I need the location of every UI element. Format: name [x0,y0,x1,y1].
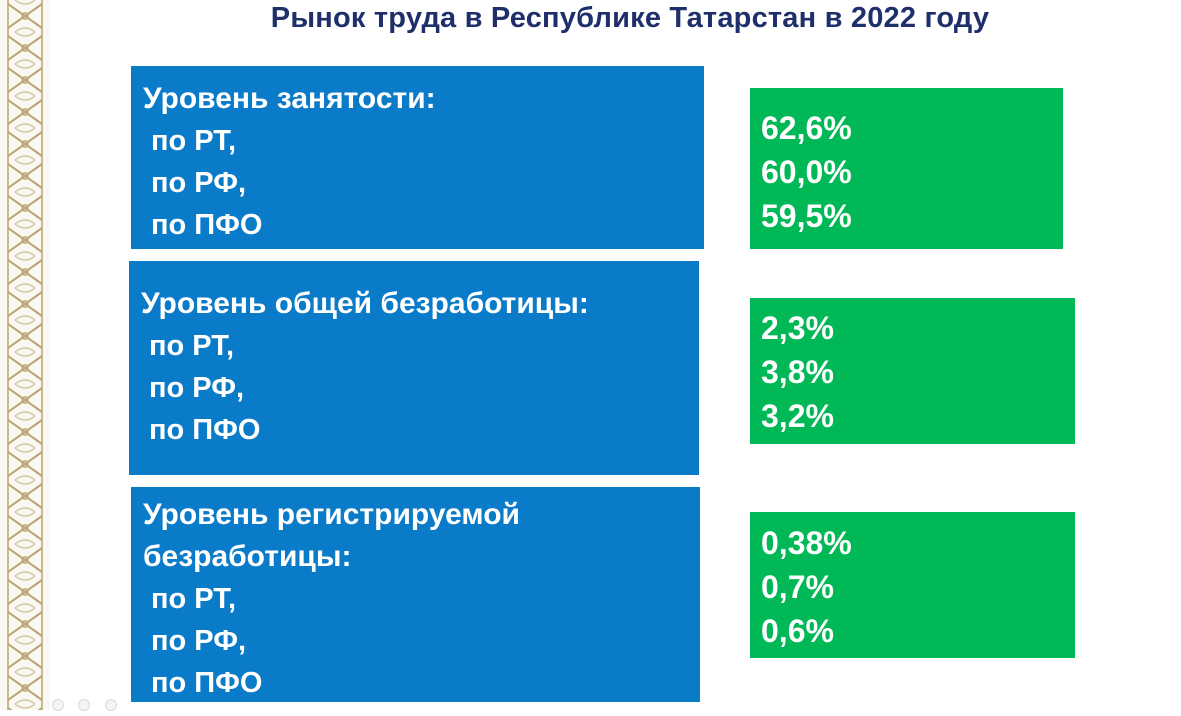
region-rf: по РФ, [151,167,247,199]
ornament-pattern [0,0,50,710]
registered-unemployment-value-pfo: 0,6% [761,613,834,649]
unemployment-value-rf: 3,8% [761,354,834,390]
unemployment-label: Уровень общей безработицы: [141,287,589,320]
region-rt: по РТ, [151,125,237,157]
unemployment-value-pfo: 3,2% [761,398,834,434]
registered-unemployment-value-rt: 0,38% [761,525,852,561]
region-rf: по РФ, [149,372,245,404]
employment-values-box: 62,6% 60,0% 59,5% [750,88,1063,249]
region-pfo: по ПФО [151,667,263,699]
employment-value-rt: 62,6% [761,110,852,146]
region-pfo: по ПФО [151,209,263,241]
registered-unemployment-value-rf: 0,7% [761,569,834,605]
employment-value-rf: 60,0% [761,154,852,190]
previous-slide-icon[interactable] [52,699,64,711]
unemployment-label-box: Уровень общей безработицы: по РТ, по РФ,… [129,261,699,475]
registered-unemployment-label-box: Уровень регистрируемой безработицы: по Р… [131,487,700,702]
unemployment-values-box: 2,3% 3,8% 3,2% [750,298,1075,444]
slide-menu-icon[interactable] [78,699,91,711]
next-slide-icon[interactable] [104,699,117,711]
employment-value-pfo: 59,5% [761,198,852,234]
region-pfo: по ПФО [149,414,261,446]
decorative-ornament-border [0,0,50,710]
region-rt: по РТ, [149,330,235,362]
region-rf: по РФ, [151,625,247,657]
region-rt: по РТ, [151,583,237,615]
unemployment-value-rt: 2,3% [761,310,834,346]
slide-title: Рынок труда в Республике Татарстан в 202… [270,2,990,34]
registered-unemployment-values-box: 0,38% 0,7% 0,6% [750,512,1075,658]
employment-label: Уровень занятости: [143,82,436,115]
employment-label-box: Уровень занятости: по РТ, по РФ, по ПФО [131,66,704,249]
slide-navigation-controls[interactable] [52,698,142,711]
registered-unemployment-label-line1: Уровень регистрируемой [143,498,520,531]
registered-unemployment-label-line2: безработицы: [143,540,352,573]
